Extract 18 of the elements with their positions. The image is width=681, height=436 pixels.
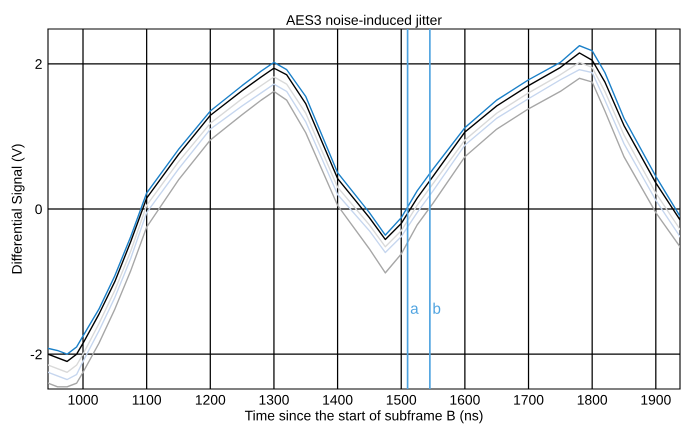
x-tick-label: 1500 [386, 394, 416, 405]
chart-title: AES3 noise-induced jitter [286, 14, 442, 28]
y-tick-label: 2 [35, 59, 42, 69]
x-tick-label: 1800 [578, 394, 608, 405]
y-tick-label: -2 [30, 349, 42, 360]
x-tick-label: 1300 [260, 394, 289, 405]
ref-line-label: b [433, 302, 440, 314]
x-tick-label: 1000 [68, 394, 98, 405]
x-axis-title: Time since the start of subframe B (ns) [244, 410, 483, 424]
x-tick-label: 1100 [132, 394, 162, 405]
x-tick-label: 1200 [196, 394, 226, 405]
y-axis-title: Differential Signal (V) [12, 144, 25, 274]
x-tick-label: 1400 [323, 394, 352, 405]
x-tick-label: 1700 [514, 394, 544, 405]
x-tick-label: 1900 [641, 394, 671, 405]
y-tick-label: 0 [35, 204, 42, 214]
x-tick-label: 1600 [450, 394, 480, 405]
ref-line-label: a [410, 306, 419, 314]
